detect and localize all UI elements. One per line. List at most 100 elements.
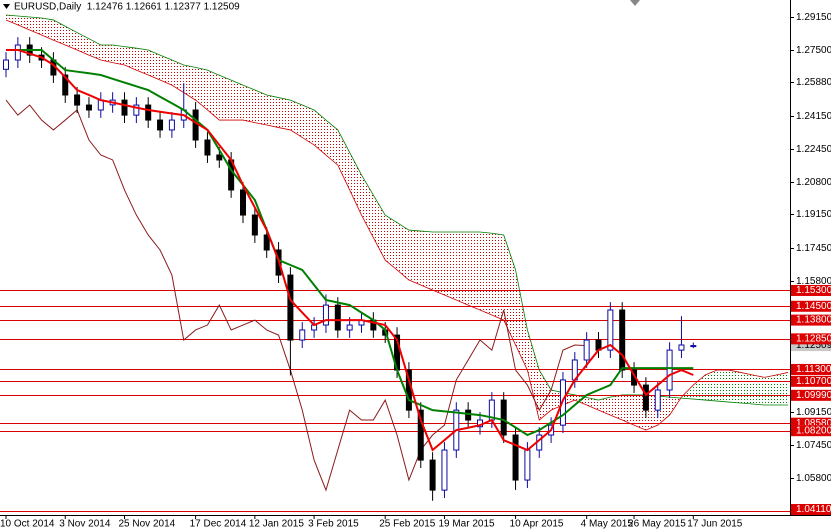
cloud-segment [705, 370, 717, 402]
candle-body [62, 74, 69, 96]
cloud-segment [586, 397, 599, 411]
candle-body [417, 409, 424, 461]
y-tick-label: 1.25880 [796, 77, 831, 88]
x-tick-label: 25 Nov 2014 [119, 519, 176, 530]
candle-body [524, 449, 531, 481]
level-label: 1.14500 [796, 301, 831, 312]
cloud-segment [195, 67, 208, 110]
cloud-segment [254, 90, 267, 125]
cloud-segment [266, 94, 279, 128]
cloud-segment [728, 370, 741, 404]
candle-body [168, 119, 175, 131]
level-box [791, 417, 831, 429]
candle-body [607, 309, 614, 351]
candle-body [690, 345, 697, 348]
cloud-segment [278, 97, 291, 130]
y-tick-label: 1.05800 [796, 473, 831, 484]
cloud-segment [610, 394, 623, 421]
candle-body [240, 189, 246, 216]
candle-body [121, 99, 128, 116]
cloud-segment [598, 397, 611, 416]
x-tick-label: 10 Oct 2014 [0, 519, 55, 530]
cloud-segment [17, 15, 30, 31]
cloud-segment [764, 374, 777, 406]
cloud-segment [349, 152, 362, 216]
cloud-segment [373, 195, 386, 261]
candle-body [251, 214, 258, 236]
indicator-line [6, 48, 694, 452]
y-tick-label: 1.19150 [796, 209, 831, 220]
level-box [791, 425, 831, 437]
indicator-line [6, 48, 694, 437]
candle-body [583, 339, 590, 361]
x-tick-label: 17 Jun 2015 [687, 519, 742, 530]
cloud-segment [444, 232, 457, 300]
cloud-segment [65, 26, 78, 50]
cloud-segment [385, 215, 398, 270]
y-tick-label: 1.07450 [796, 440, 831, 451]
cloud-segment [752, 374, 765, 406]
cloud-segment [183, 64, 196, 101]
cloud-segment [480, 232, 492, 315]
candle-body [157, 119, 164, 131]
x-tick-label: 12 Jan 2015 [249, 519, 304, 530]
candle-body [14, 44, 21, 61]
candle-body [642, 384, 649, 411]
x-tick-label: 3 Feb 2015 [308, 519, 359, 530]
y-tick-label: 1.20800 [796, 177, 831, 188]
cloud-segment [408, 230, 421, 285]
x-tick-label: 25 Feb 2015 [379, 519, 436, 530]
cloud-segment [314, 109, 326, 156]
candle-body [346, 324, 353, 331]
candle-body [145, 104, 152, 121]
cloud-segment [456, 232, 469, 306]
y-tick-label: 1.22450 [796, 144, 831, 155]
span-a-line [5, 19, 789, 431]
level-label: 1.10700 [796, 376, 831, 387]
level-label: 1.04110 [796, 504, 831, 515]
cloud-segment [290, 100, 303, 138]
level-label: 1.08580 [796, 418, 831, 429]
cloud-segment [397, 222, 409, 281]
x-tick-label: 17 Dec 2014 [190, 519, 247, 530]
candle-body [654, 389, 661, 411]
level-box [791, 284, 831, 296]
menu-icon[interactable] [3, 4, 10, 9]
level-box [791, 314, 831, 326]
candle-body [133, 104, 140, 116]
cloud-segment [243, 85, 255, 123]
candle-body [465, 409, 472, 421]
cloud-segment [468, 232, 480, 311]
candle-body [666, 349, 673, 391]
candle-body [512, 434, 519, 481]
candle-body [85, 104, 92, 111]
candle-body [334, 304, 341, 331]
level-label: 1.11300 [796, 364, 831, 375]
cloud-segment [503, 234, 516, 345]
x-tick-label: 26 May 2015 [628, 519, 686, 530]
candle-body [3, 59, 9, 70]
candle-body [678, 344, 685, 351]
cloud-segment [77, 32, 89, 56]
cloud-segment [420, 231, 433, 291]
level-box [791, 333, 831, 345]
level-box [791, 300, 831, 312]
candle-body [299, 329, 306, 341]
cloud-segment [432, 232, 445, 296]
shift-marker[interactable] [630, 0, 640, 6]
plot-area [0, 14, 790, 512]
y-tick-label: 1.09150 [796, 407, 831, 418]
candle-body [192, 109, 199, 141]
cloud-segment [219, 75, 232, 121]
candle-body [441, 449, 448, 491]
cloud-segment [622, 394, 635, 426]
candle-body [204, 139, 211, 156]
candle-body [263, 234, 270, 251]
x-tick-label: 19 Mar 2015 [438, 519, 495, 530]
candle-body [97, 99, 104, 111]
y-tick-label: 1.29150 [796, 12, 831, 23]
cloud-segment [491, 233, 504, 321]
level-box [791, 363, 831, 375]
